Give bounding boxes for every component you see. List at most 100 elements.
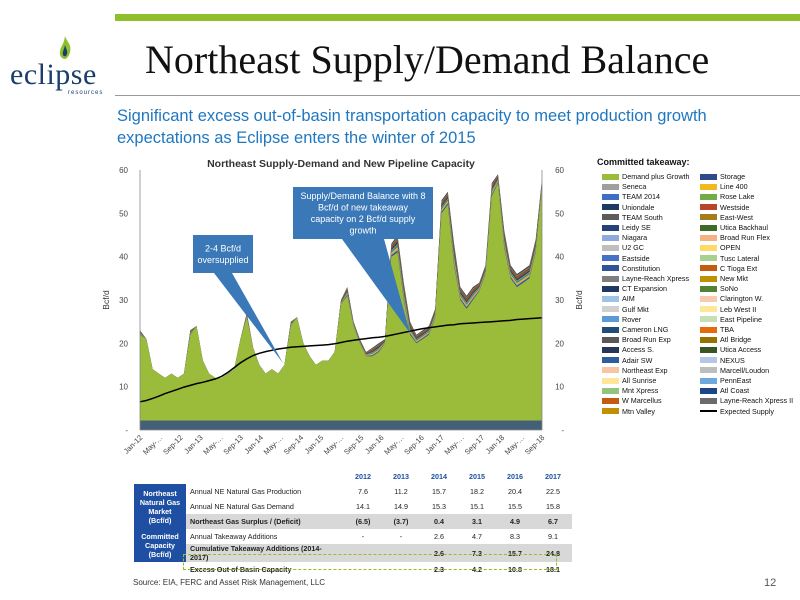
legend-item: SoNo: [700, 284, 738, 293]
cell: 15.3: [432, 502, 446, 511]
legend-title: Committed takeaway:: [597, 157, 690, 167]
row-label: Annual Takeaway Additions: [190, 532, 278, 541]
legend-swatch: [602, 295, 619, 302]
callout-balance: Supply/Demand Balance with 8 Bcf/d of new…: [293, 187, 433, 333]
source-note: Source: EIA, FERC and Asset Risk Managem…: [133, 578, 326, 587]
legend-label: Demand plus Growth: [622, 172, 690, 181]
group-label-market: Northeast Natural Gas Market (Bcf/d): [134, 484, 186, 529]
year-header: 2017: [545, 472, 561, 481]
legend-label: New Mkt: [720, 274, 748, 283]
balance-table: 2012 2013 2014 2015 2016 2017 Northeast …: [134, 469, 572, 577]
x-tick-label: May-…: [201, 433, 224, 456]
legend-item: Atl Bridge: [700, 335, 751, 344]
legend-swatch: [602, 244, 619, 251]
legend-label: Layne-Reach Xpress II: [720, 396, 794, 406]
eclipse-logo: eclipse resources: [10, 30, 110, 96]
legend-swatch: [700, 336, 717, 343]
cell: 6.7: [534, 514, 572, 529]
cell: -: [361, 532, 365, 541]
logo-subtext: resources: [68, 90, 104, 96]
y-axis-label-right: Bcf/d: [574, 290, 584, 310]
legend-item: Constitution: [602, 264, 660, 273]
cell: 4.7: [472, 532, 482, 541]
legend-label: Mtn Valley: [622, 406, 656, 416]
cell: (3.7): [382, 514, 420, 529]
legend-item: All Sunrise: [602, 376, 656, 385]
legend-item: New Mkt: [700, 274, 748, 283]
legend-swatch: [700, 193, 717, 200]
legend-item: TBA: [700, 325, 734, 334]
legend-label: Mnt Xpress: [622, 386, 659, 396]
legend-swatch: [602, 173, 619, 180]
legend-label: Seneca: [622, 182, 647, 192]
legend-label: Eastside: [622, 253, 650, 263]
accent-bar: [115, 14, 800, 21]
legend-label: All Sunrise: [622, 376, 657, 385]
legend-item: Layne-Reach Xpress II: [700, 396, 793, 405]
y-tick-label-right: 10: [555, 383, 564, 392]
legend-item: TEAM South: [602, 213, 663, 222]
legend-swatch: [602, 357, 619, 364]
cell: 14.9: [394, 502, 408, 511]
y-tick-label: 10: [119, 383, 128, 392]
legend-item: C Tioga Ext: [700, 264, 757, 273]
y-tick-label: 30: [119, 296, 128, 305]
expected-supply-line: [139, 317, 543, 403]
legend-item: Broad Run Exp: [602, 335, 671, 344]
legend-item: Niagara: [602, 233, 647, 242]
legend-swatch: [602, 326, 619, 333]
table-row-cumulative: Cumulative Takeaway Additions (2014-2017…: [134, 544, 572, 562]
cell: 7.3: [458, 544, 496, 562]
y-tick-label: -: [125, 426, 128, 435]
x-tick-label: Jan-16: [363, 433, 386, 456]
legend-label: Clarington W.: [720, 294, 764, 304]
callout-balance-pointer: [342, 239, 410, 333]
x-tick-label: Sep-17: [463, 433, 486, 456]
legend-item: Leb West II: [700, 305, 756, 314]
legend-swatch: [700, 183, 717, 190]
legend-item: East Pipeline: [700, 315, 762, 324]
table-row: Northeast Natural Gas Market (Bcf/d) Ann…: [134, 484, 572, 529]
callout-balance-box: [293, 187, 433, 239]
legend-swatch: [602, 224, 619, 231]
legend-item: Uniondale: [602, 203, 654, 212]
cell: [344, 544, 382, 562]
legend-item: Mtn Valley: [602, 407, 655, 416]
legend-item: Cameron LNG: [602, 325, 668, 334]
legend-item: Utica Access: [700, 345, 761, 354]
year-header: 2016: [507, 472, 523, 481]
y-tick-label-right: 30: [555, 296, 564, 305]
y-tick-label: 60: [119, 166, 128, 175]
legend-swatch: [700, 234, 717, 241]
legend-label: Marcell/Loudon: [720, 365, 770, 375]
row-label: Annual NE Natural Gas Production: [190, 487, 302, 496]
callout-oversupplied-text: oversupplied: [197, 255, 248, 265]
table-row: Annual NE Natural Gas Demand 14.1 14.9 1…: [134, 499, 572, 514]
table-row: Committed Capacity (Bcf/d) Annual Takeaw…: [134, 529, 572, 562]
year-header: 2015: [469, 472, 485, 481]
legend-label: NEXUS: [720, 355, 745, 365]
y-axis-label: Bcf/d: [101, 290, 111, 310]
legend-item: Storage: [700, 172, 745, 181]
legend-item: Northeast Exp: [602, 366, 668, 375]
cell: 15.1: [470, 502, 484, 511]
legend-swatch: [602, 367, 619, 374]
x-tick-label: Jan-17: [423, 433, 446, 456]
cell: 3.1: [458, 514, 496, 529]
legend-label: Line 400: [720, 182, 748, 192]
legend-label: Niagara: [622, 233, 648, 243]
legend-swatch: [602, 377, 619, 384]
legend-label: Atl Bridge: [720, 335, 752, 345]
legend-swatch: [602, 285, 619, 292]
cell: 22.5: [546, 487, 560, 496]
legend-item: Eastside: [602, 254, 650, 263]
legend-label: Tusc Lateral: [720, 253, 760, 263]
title-rule: [115, 95, 800, 96]
legend-item: Demand plus Growth: [602, 172, 690, 181]
legend-label: Westside: [720, 202, 750, 212]
legend-item: Marcell/Loudon: [700, 366, 769, 375]
legend-label: Expected Supply: [720, 406, 774, 416]
legend-label: Northeast Exp: [622, 365, 668, 375]
legend-swatch: [602, 255, 619, 262]
